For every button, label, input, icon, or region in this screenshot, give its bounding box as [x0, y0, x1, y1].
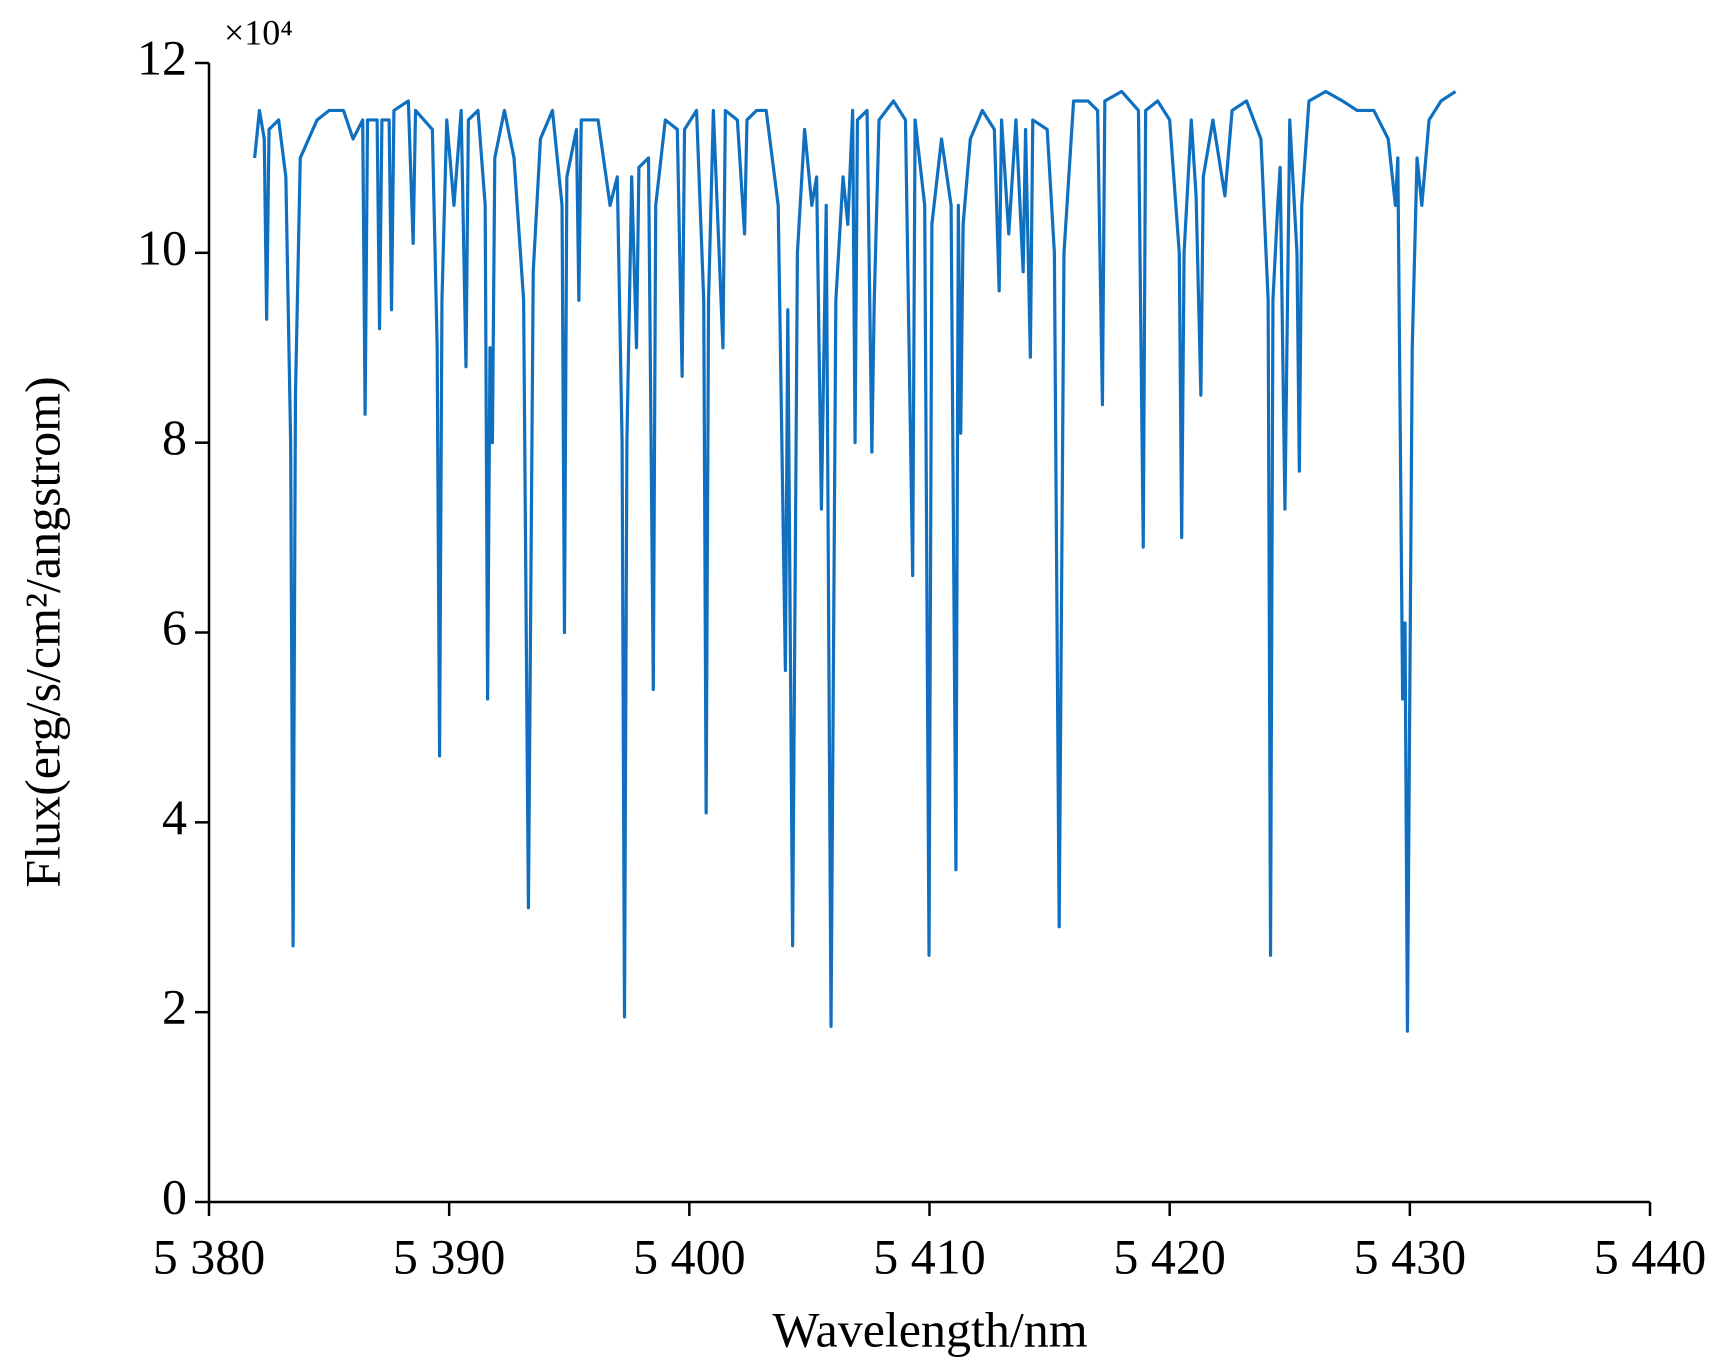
- y-tick-label: 8: [162, 409, 187, 465]
- y-tick-label: 12: [137, 29, 187, 85]
- x-tick-label: 5 440: [1594, 1228, 1707, 1284]
- x-tick-label: 5 430: [1354, 1228, 1467, 1284]
- spectrum-line: [253, 89, 1457, 1033]
- x-tick-label: 5 400: [633, 1228, 746, 1284]
- y-axis-label: Flux(erg/s/cm²/angstrom): [14, 376, 70, 887]
- x-tick-label: 5 420: [1113, 1228, 1226, 1284]
- y-tick-label: 0: [162, 1168, 187, 1224]
- x-tick-label: 5 390: [393, 1228, 506, 1284]
- x-tick-label: 5 380: [153, 1228, 266, 1284]
- y-multiplier: ×10⁴: [224, 12, 293, 52]
- y-tick-label: 2: [162, 979, 187, 1035]
- x-tick-label: 5 410: [873, 1228, 986, 1284]
- x-axis-label: Wavelength/nm: [772, 1301, 1087, 1357]
- y-tick-label: 6: [162, 599, 187, 655]
- y-tick-label: 4: [162, 789, 187, 845]
- y-tick-label: 10: [137, 219, 187, 275]
